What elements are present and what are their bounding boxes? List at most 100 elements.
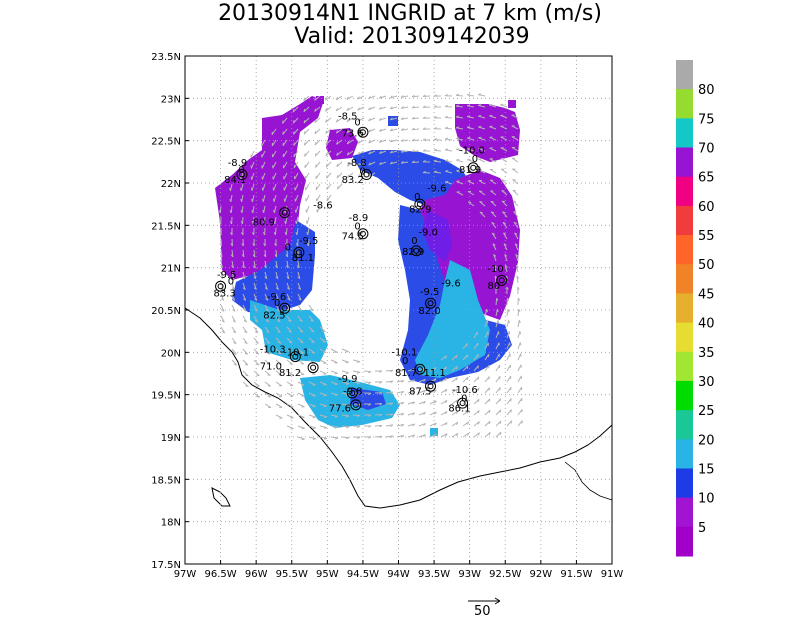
wind-arrow-head	[314, 108, 317, 112]
wind-arrow	[275, 414, 283, 419]
wind-arrow-head	[467, 147, 471, 150]
wind-arrow-head	[293, 131, 295, 135]
station-label: -10.1	[391, 348, 417, 359]
wind-arrow-head	[262, 232, 266, 236]
lat-tick-label: 22N	[161, 179, 181, 190]
wind-arrow	[429, 422, 437, 427]
station-label: 0	[285, 243, 291, 254]
wind-arrow	[517, 308, 520, 317]
wind-arrow	[220, 271, 224, 279]
wind-arrow-head	[390, 380, 394, 384]
wind-arrow-head	[284, 220, 287, 225]
wind-arrow-head	[346, 129, 349, 134]
wind-arrow	[473, 331, 478, 339]
wind-arrow	[305, 183, 310, 191]
colorbar-label: 50	[698, 258, 715, 273]
wind-arrow	[326, 172, 332, 179]
colorbar-label: 30	[698, 375, 715, 390]
wind-arrow-head	[274, 243, 277, 247]
station-label: -10.3	[260, 344, 286, 355]
wind-arrow	[271, 139, 277, 147]
wind-arrow-head	[423, 401, 426, 404]
wind-arrow-head	[312, 438, 316, 440]
wind-arrow	[297, 414, 305, 418]
wind-arrow	[379, 150, 387, 154]
wind-arrow	[240, 172, 244, 180]
wind-arrow-head	[231, 276, 235, 280]
wind-arrow	[325, 150, 332, 157]
wind-arrow-head	[368, 173, 371, 177]
wind-arrow-head	[466, 354, 469, 358]
wind-arrow	[352, 359, 360, 363]
lat-tick-label: 23.5N	[151, 52, 181, 63]
wind-arrow	[467, 116, 475, 119]
wind-arrow	[286, 370, 294, 376]
wind-arrow-head	[389, 95, 393, 99]
wind-arrow	[272, 150, 277, 158]
wind-arrow	[506, 309, 509, 317]
wind-arrow	[330, 370, 338, 374]
wind-arrow	[511, 136, 519, 141]
wind-arrow-head	[412, 434, 416, 438]
wind-arrow	[316, 205, 321, 213]
wind-arrow	[489, 179, 497, 185]
wind-arrow-head	[368, 392, 372, 396]
wind-arrow	[253, 249, 256, 258]
colorbar-label: 15	[698, 462, 715, 477]
colorbar-swatch	[676, 293, 693, 324]
station-label: 74.5	[342, 232, 364, 243]
wind-arrow	[489, 158, 497, 163]
wind-arrow-head	[412, 390, 416, 394]
wind-arrow	[264, 370, 271, 376]
station-label: 0	[238, 165, 244, 176]
wind-arrow-head	[518, 319, 521, 324]
wind-arrow	[490, 190, 497, 196]
wind-arrow-head	[251, 198, 253, 202]
wind-arrow	[517, 409, 523, 416]
wind-arrow-head	[422, 170, 426, 174]
wind-arrow-head	[513, 211, 517, 214]
station-marker	[357, 126, 369, 138]
wind-arrow	[346, 139, 354, 145]
wind-arrow	[262, 183, 266, 191]
wind-arrow-head	[491, 211, 495, 214]
wind-arrow	[297, 381, 305, 386]
wind-arrow-head	[357, 414, 361, 418]
wind-arrow-head	[499, 398, 501, 402]
station-marker	[236, 169, 248, 181]
wind-arrow-head	[519, 331, 522, 335]
field-east-violet	[422, 210, 452, 262]
wind-arrow-head	[503, 232, 507, 235]
wind-arrow	[319, 403, 327, 407]
wind-arrow	[503, 232, 508, 240]
wind-arrow-head	[455, 104, 460, 107]
wind-arrow	[445, 149, 453, 152]
wind-arrow-head	[411, 116, 415, 120]
wind-arrow	[484, 365, 490, 372]
wind-arrow	[308, 414, 316, 418]
wind-arrow-head	[346, 118, 349, 122]
station-label: -8.9	[228, 158, 248, 169]
wind-arrow-head	[288, 330, 292, 333]
station-label: -8.5	[338, 112, 358, 123]
wind-arrow-head	[508, 331, 511, 335]
wind-arrow-head	[455, 377, 458, 381]
coastline-inner	[564, 461, 613, 501]
wind-arrow	[297, 348, 304, 354]
lon-tick-label: 94.5W	[347, 569, 379, 580]
station-marker	[307, 362, 319, 374]
wind-arrow	[272, 172, 277, 180]
wind-arrow-head	[312, 427, 316, 430]
wind-arrow	[231, 260, 234, 268]
wind-arrow	[502, 222, 508, 229]
wind-arrow	[396, 423, 404, 427]
wind-arrow-head	[262, 220, 265, 225]
wind-arrow-head	[504, 254, 508, 257]
wind-arrow-head	[297, 287, 301, 290]
wind-arrow	[336, 172, 343, 179]
wind-arrow	[456, 116, 464, 119]
wind-arrow-head	[423, 389, 426, 393]
wind-arrow	[484, 309, 488, 317]
wind-arrow	[411, 117, 420, 120]
station-label: 83.3	[213, 288, 235, 299]
